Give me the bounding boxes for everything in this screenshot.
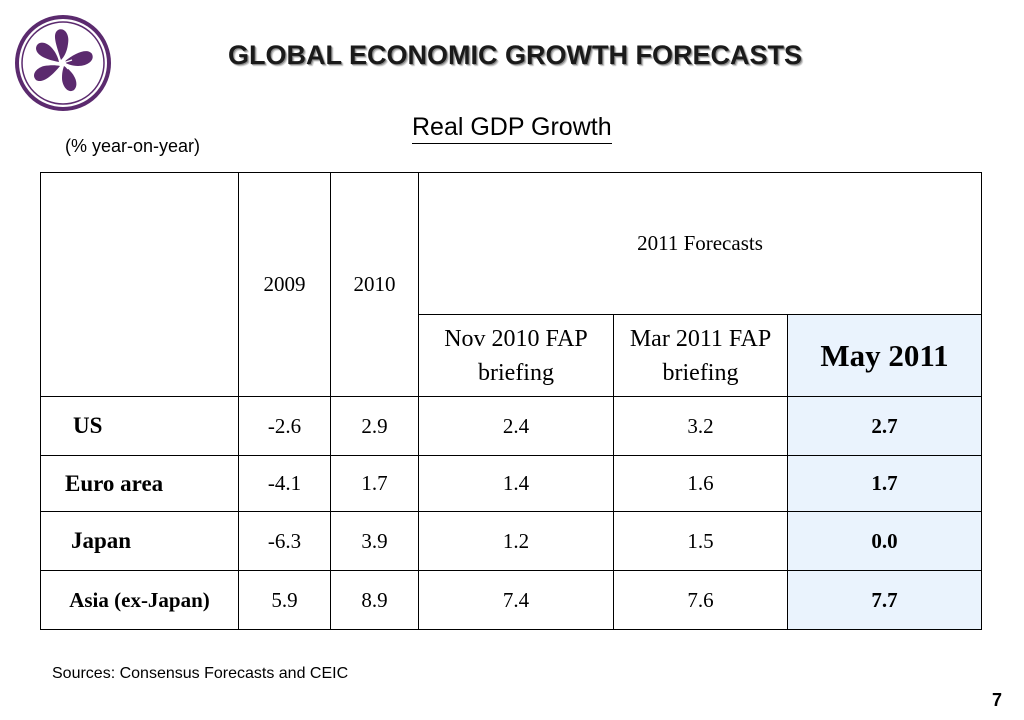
header-nov2010: Nov 2010 FAP briefing [418, 314, 614, 397]
gdp-forecast-table: 2009 2010 2011 Forecasts Nov 2010 FAP br… [40, 172, 982, 630]
cell-2009: -2.6 [238, 396, 331, 456]
cell-2010: 1.7 [330, 455, 419, 512]
row-label-euro-area: Euro area [40, 455, 239, 512]
row-label-japan: Japan [40, 511, 239, 571]
cell-2010: 3.9 [330, 511, 419, 571]
page-number: 7 [992, 690, 1003, 710]
cell-nov2010: 1.4 [418, 455, 614, 512]
header-may2011: May 2011 [787, 314, 982, 397]
cell-mar2011: 1.5 [613, 511, 788, 571]
sources-note: Sources: Consensus Forecasts and CEIC [52, 665, 349, 682]
empty-corner-cell [40, 172, 239, 397]
cell-may2011: 0.0 [787, 511, 982, 571]
cell-2009: -6.3 [238, 511, 331, 571]
cell-2010: 2.9 [330, 396, 419, 456]
cell-2009: 5.9 [238, 570, 331, 630]
table-row: Euro area -4.1 1.7 1.4 1.6 1.7 [40, 455, 982, 512]
cell-mar2011: 3.2 [613, 396, 788, 456]
header-2009: 2009 [238, 172, 331, 397]
table-row: Japan -6.3 3.9 1.2 1.5 0.0 [40, 511, 982, 571]
header-mar2011: Mar 2011 FAP briefing [613, 314, 788, 397]
table-subtitle: Real GDP Growth [412, 113, 612, 144]
cell-may2011: 7.7 [787, 570, 982, 630]
table-subheader-row: Nov 2010 FAP briefing Mar 2011 FAP brief… [41, 314, 982, 397]
row-label-asia-ex-japan: Asia (ex-Japan) [40, 570, 239, 630]
cell-nov2010: 1.2 [418, 511, 614, 571]
cell-2009: -4.1 [238, 455, 331, 512]
cell-mar2011: 1.6 [613, 455, 788, 512]
page-title: GLOBAL ECONOMIC GROWTH FORECASTS [228, 40, 802, 70]
cell-may2011: 1.7 [787, 455, 982, 512]
row-label-us: US [40, 396, 239, 456]
cell-nov2010: 2.4 [418, 396, 614, 456]
table-header-row: 2009 2010 2011 Forecasts [40, 172, 982, 397]
table-row: US -2.6 2.9 2.4 3.2 2.7 [40, 396, 982, 456]
cell-2010: 8.9 [330, 570, 419, 630]
bauhinia-flower-logo [12, 14, 114, 112]
cell-may2011: 2.7 [787, 396, 982, 456]
units-label: (% year-on-year) [65, 136, 201, 156]
table-row: Asia (ex-Japan) 5.9 8.9 7.4 7.6 7.7 [40, 570, 982, 630]
cell-mar2011: 7.6 [613, 570, 788, 630]
header-2010: 2010 [330, 172, 419, 397]
header-2011-forecasts: 2011 Forecasts [418, 172, 982, 315]
cell-nov2010: 7.4 [418, 570, 614, 630]
